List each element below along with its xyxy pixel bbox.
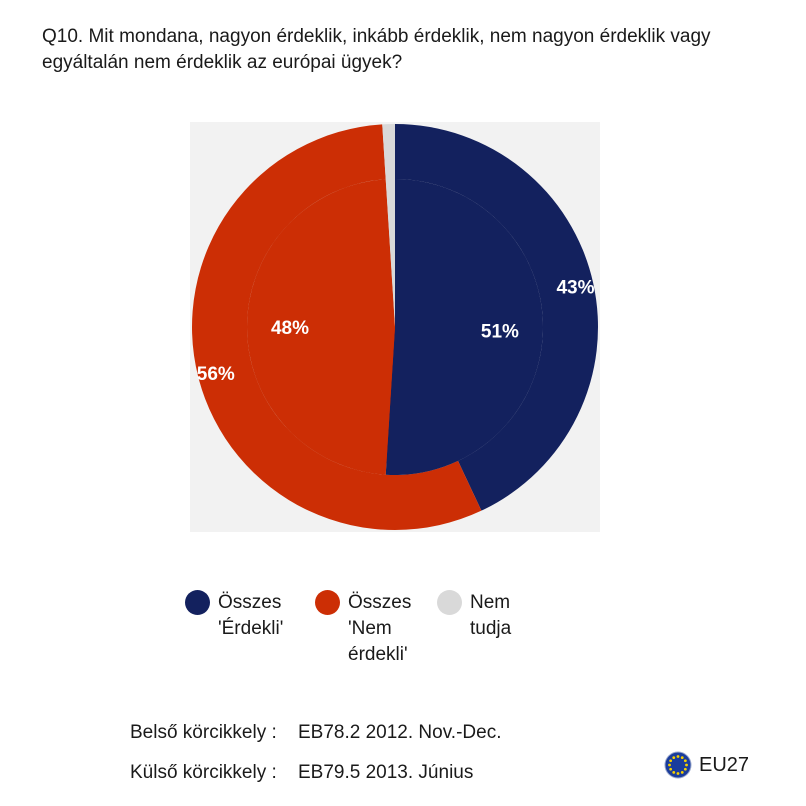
- eu-star: [672, 770, 676, 774]
- legend-swatch: [437, 590, 462, 615]
- eu-star: [668, 763, 671, 767]
- question-title: Q10. Mit mondana, nagyon érdeklik, inkáb…: [42, 26, 711, 73]
- inner-label-erdekli: 51%: [481, 321, 519, 342]
- eu-star: [680, 756, 684, 760]
- legend-label-line: Összes: [218, 592, 282, 613]
- inner-slice-nem-tudja: [385, 179, 395, 327]
- legend-swatch: [315, 590, 340, 615]
- inner-slice-nem-erdekli: [247, 179, 395, 475]
- eu27-badge: EU27: [664, 751, 749, 779]
- source-value: EB78.2 2012. Nov.-Dec.: [298, 722, 502, 743]
- outer-label-nem-erdekli: 56%: [197, 364, 235, 385]
- eu-star: [680, 770, 684, 774]
- source-value: EB79.5 2013. Június: [298, 762, 474, 783]
- legend-item-erdekli: Összes 'Érdekli': [185, 590, 283, 642]
- eu-star: [685, 763, 688, 767]
- legend-label: Összes 'Nem érdekli': [348, 590, 411, 668]
- eu-star: [669, 759, 673, 763]
- inner-label-nem-erdekli: 48%: [271, 318, 309, 339]
- outer-label-erdekli: 43%: [556, 278, 594, 299]
- inner-slice-erdekli: [385, 179, 544, 475]
- source-label: Belső körcikkely :: [130, 722, 277, 743]
- eu-star: [676, 772, 680, 775]
- legend-label-line: érdekli': [348, 644, 408, 665]
- eu-star: [683, 759, 687, 763]
- eu-star: [672, 756, 676, 760]
- eu-star: [669, 767, 673, 771]
- donut-chart: 43% 56% 51% 48%: [192, 124, 598, 530]
- legend-label-line: 'Érdekli': [218, 618, 284, 639]
- legend-label: Összes 'Érdekli': [218, 590, 283, 642]
- eu-flag-icon: [664, 751, 692, 779]
- legend-label: Nem tudja: [470, 590, 511, 642]
- source-label: Külső körcikkely :: [130, 762, 277, 783]
- source-row-outer: Külső körcikkely : EB79.5 2013. Június: [130, 753, 501, 793]
- sources: Belső körcikkely : EB78.2 2012. Nov.-Dec…: [130, 713, 501, 793]
- legend-label-line: Összes: [348, 592, 412, 613]
- legend-item-nem-tudja: Nem tudja: [437, 590, 511, 642]
- badge-label: EU27: [699, 753, 750, 776]
- legend-swatch: [185, 590, 210, 615]
- eu-star: [676, 755, 680, 758]
- source-row-inner: Belső körcikkely : EB78.2 2012. Nov.-Dec…: [130, 713, 501, 753]
- legend-item-nem-erdekli: Összes 'Nem érdekli': [315, 590, 411, 668]
- legend-label-line: 'Nem: [348, 618, 392, 639]
- eu-star: [683, 767, 687, 771]
- legend-label-line: Nem tudja: [470, 592, 512, 639]
